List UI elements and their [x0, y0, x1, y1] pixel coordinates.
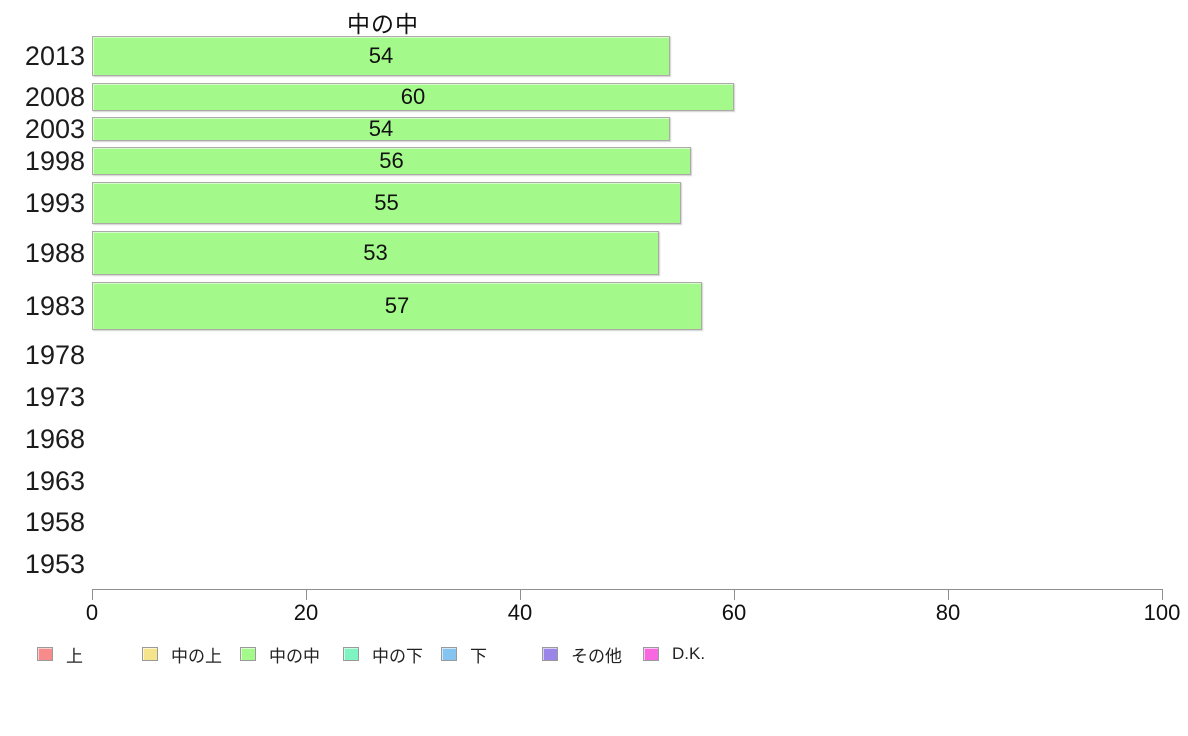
- legend-item-3[interactable]: 中の中: [240, 644, 320, 666]
- legend-label: 中の下: [372, 646, 423, 666]
- year-label: 1968: [24, 423, 85, 454]
- year-label: 1993: [24, 187, 85, 218]
- year-label: 1983: [24, 290, 85, 321]
- x-axis-line: [92, 589, 1163, 590]
- x-axis-tick: [734, 589, 735, 600]
- bar-1998[interactable]: 56: [92, 147, 691, 175]
- bar-value-label: 54: [368, 43, 394, 68]
- x-axis-tick-label: 20: [293, 600, 319, 625]
- year-label: 1998: [24, 145, 85, 176]
- legend-label: 中の中: [269, 646, 320, 666]
- year-label: 2008: [24, 81, 85, 112]
- bar-value-label: 60: [400, 84, 426, 109]
- bar-value-label: 55: [374, 190, 399, 215]
- legend-item-5[interactable]: 下: [441, 644, 487, 666]
- year-label: 1973: [24, 381, 85, 412]
- year-label: 1988: [24, 237, 85, 268]
- legend-swatch-icon: [441, 647, 457, 661]
- x-axis-tick: [92, 589, 93, 600]
- year-label: 2013: [24, 40, 85, 71]
- bar-value-label: 57: [384, 293, 410, 318]
- year-label: 2003: [24, 113, 85, 144]
- legend-label: その他: [571, 646, 622, 666]
- bar-1988[interactable]: 53: [92, 231, 659, 275]
- year-label: 1963: [24, 465, 85, 496]
- x-axis-tick-label: 60: [721, 600, 747, 625]
- legend-swatch-icon: [142, 647, 158, 661]
- legend-swatch-icon: [240, 647, 256, 661]
- bar-2003[interactable]: 54: [92, 116, 670, 141]
- year-label: 1978: [24, 339, 85, 370]
- legend-item-1[interactable]: 上: [37, 644, 83, 666]
- x-axis-tick: [948, 589, 949, 600]
- chart-title: 中の中: [347, 11, 419, 37]
- legend-label: D.K.: [672, 644, 706, 663]
- x-axis-tick-label: 40: [507, 600, 533, 625]
- bar-1993[interactable]: 55: [92, 182, 681, 224]
- bar-value-label: 56: [379, 148, 404, 173]
- legend-label: 上: [66, 646, 83, 666]
- legend-swatch-icon: [37, 647, 53, 661]
- legend-swatch-icon: [643, 647, 659, 661]
- x-axis-tick: [1162, 589, 1163, 600]
- legend-label: 中の上: [171, 646, 222, 666]
- x-axis-tick: [306, 589, 307, 600]
- x-axis-tick-label: 80: [935, 600, 961, 625]
- x-axis-tick: [520, 589, 521, 600]
- bar-2008[interactable]: 60: [92, 83, 734, 111]
- bar-value-label: 53: [363, 240, 388, 265]
- year-label: 1958: [24, 506, 85, 537]
- year-label: 1953: [24, 548, 85, 579]
- legend-swatch-icon: [343, 647, 359, 661]
- x-axis-tick-label: 0: [85, 600, 99, 625]
- bar-1983[interactable]: 57: [92, 282, 702, 330]
- legend-item-4[interactable]: 中の下: [343, 644, 423, 666]
- legend-item-6[interactable]: その他: [542, 644, 622, 666]
- legend-item-7[interactable]: D.K.: [643, 644, 705, 664]
- legend-item-2[interactable]: 中の上: [142, 644, 222, 666]
- bar-2013[interactable]: 54: [92, 36, 670, 76]
- legend-label: 下: [470, 646, 487, 666]
- legend-swatch-icon: [542, 647, 558, 661]
- x-axis-tick-label: 100: [1143, 600, 1181, 625]
- bar-value-label: 54: [368, 116, 394, 141]
